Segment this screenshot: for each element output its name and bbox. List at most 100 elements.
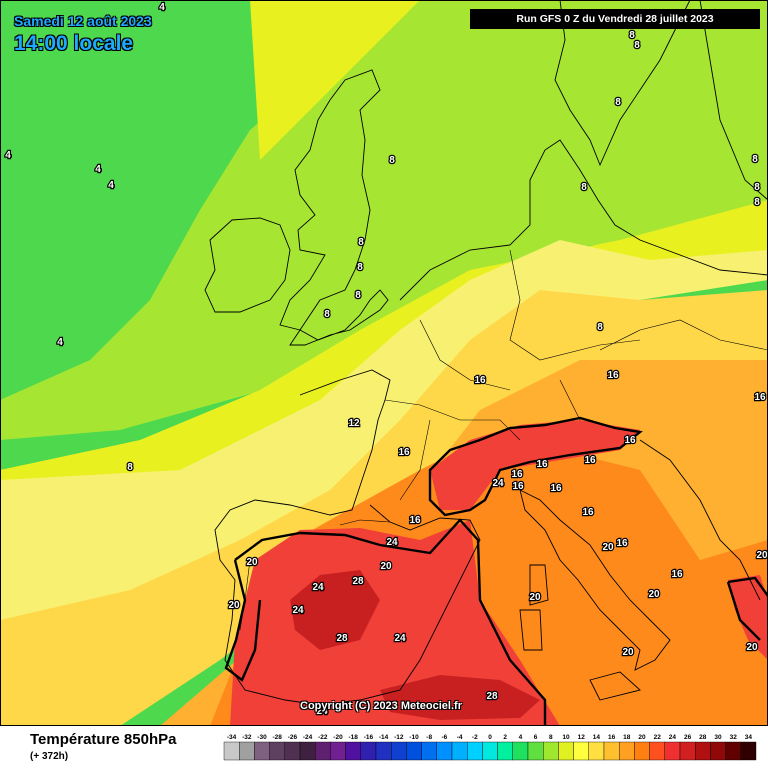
legend-swatch	[603, 741, 620, 761]
coastline-islands	[519, 564, 641, 701]
legend-tick-label: 0	[488, 734, 492, 741]
isotherm-label: 16	[582, 507, 594, 518]
isotherm-label: 16	[550, 483, 562, 494]
legend-tick-label: 22	[654, 734, 662, 741]
isotherm-label: 24	[386, 537, 398, 548]
isotherm-label: 8	[358, 237, 364, 248]
legend-tick-label: -14	[379, 734, 389, 741]
legend-swatch	[664, 741, 681, 761]
forecast-date: Samedi 12 août 2023	[14, 13, 152, 29]
coastline-italy	[519, 439, 761, 671]
legend-tick-label: 24	[669, 734, 677, 741]
forecast-time: 14:00 locale	[14, 32, 134, 55]
coastline-north-europe	[399, 0, 768, 301]
legend-swatch	[573, 741, 590, 761]
legend-tick-label: 20	[638, 734, 646, 741]
isotherm-label: 4	[57, 337, 63, 348]
band-green-yellow-6	[0, 0, 768, 440]
isotherm-label: 20	[602, 542, 614, 553]
legend-tick-label: -4	[457, 734, 463, 741]
coastline-british-isles	[279, 69, 389, 346]
legend-swatch	[330, 741, 346, 761]
legend-swatch	[634, 741, 650, 761]
legend-tick-label: 34	[745, 734, 753, 741]
country-borders	[239, 249, 768, 631]
isotherm-label: 8	[634, 40, 640, 51]
isotherm-label: 28	[486, 691, 498, 702]
legend-swatch	[497, 741, 514, 761]
legend-swatch	[390, 741, 407, 761]
model-run-info: Run GFS 0 Z du Vendredi 28 juillet 2023	[470, 9, 760, 29]
isotherm-label: 8	[597, 322, 603, 333]
legend-tick-label: -10	[409, 734, 419, 741]
legend-tick-label: 16	[608, 734, 616, 741]
isotherm-label: 8	[127, 462, 133, 473]
band-darkred-28	[290, 570, 380, 650]
isotherm-label: 4	[159, 2, 165, 13]
legend-swatch	[406, 741, 422, 761]
legend-swatch	[314, 741, 331, 761]
isotherm-label: 8	[389, 155, 395, 166]
isotherm-label: 24	[492, 478, 504, 489]
isotherm-label: 16	[398, 447, 410, 458]
legend-swatch	[695, 741, 711, 761]
band-yellow-10	[0, 240, 768, 620]
legend-tick-label: 30	[714, 734, 722, 741]
legend-swatch	[649, 741, 666, 761]
legend-swatch	[299, 741, 316, 761]
contour-24-alps	[428, 416, 643, 517]
legend-tick-label: 14	[593, 734, 601, 741]
isotherm-label: 4	[108, 180, 114, 191]
legend-swatch	[345, 741, 361, 761]
isotherm-label: 16	[511, 469, 523, 480]
parameter-title: Température 850hPa	[30, 731, 177, 748]
legend-tick-label: 18	[623, 734, 631, 741]
legend-swatch	[710, 741, 726, 761]
band-darkred-28-south	[380, 675, 540, 720]
legend-tick-label: 6	[534, 734, 538, 741]
legend-swatch	[543, 741, 559, 761]
color-scale-legend: -34 -32 -30 -28 -26 -24 -22 -20 -18 -16 -14 -12 -10-…	[223, 734, 757, 761]
isotherm-label: 16	[512, 481, 524, 492]
isotherm-label: 28	[352, 576, 364, 587]
isotherm-label: 8	[357, 262, 363, 273]
legend-tick-label: 4	[519, 734, 523, 741]
legend-swatch	[254, 741, 270, 761]
legend-tick-label: 26	[684, 734, 692, 741]
legend-tick-label: -34	[227, 734, 237, 741]
legend-tick-label: 32	[730, 734, 738, 741]
legend-swatch	[269, 741, 285, 761]
isotherm-label: 8	[324, 309, 330, 320]
legend-tick-label: -20	[333, 734, 343, 741]
coastline-france-spain	[214, 369, 481, 706]
legend-tick-label: -8	[426, 734, 432, 741]
legend-tick-label: -24	[303, 734, 313, 741]
isotherm-label: 16	[607, 370, 619, 381]
isotherm-label: 16	[409, 515, 421, 526]
isotherm-label: 16	[584, 455, 596, 466]
legend-swatch	[451, 741, 468, 761]
legend-tick-label: -16	[364, 734, 374, 741]
legend-swatch	[421, 741, 438, 761]
lead-time: (+ 372h)	[30, 751, 69, 762]
legend-swatch	[375, 741, 392, 761]
legend-tick-label: 2	[503, 734, 507, 741]
legend-swatch	[360, 741, 377, 761]
legend-tick-label: 12	[578, 734, 586, 741]
isotherm-label: 20	[529, 592, 541, 603]
isotherm-label: 24	[292, 605, 304, 616]
coastline-ireland	[204, 217, 291, 313]
legend-swatch	[558, 741, 574, 761]
legend-tick-label: -6	[442, 734, 448, 741]
legend-swatch	[284, 741, 301, 761]
legend-swatch	[679, 741, 696, 761]
isotherm-label: 20	[746, 642, 758, 653]
legend-swatch	[740, 741, 757, 761]
isotherm-label: 24	[316, 706, 328, 717]
legend-tick-label: -12	[394, 734, 404, 741]
isotherm-label: 16	[671, 569, 683, 580]
isotherm-label: 8	[754, 182, 760, 193]
